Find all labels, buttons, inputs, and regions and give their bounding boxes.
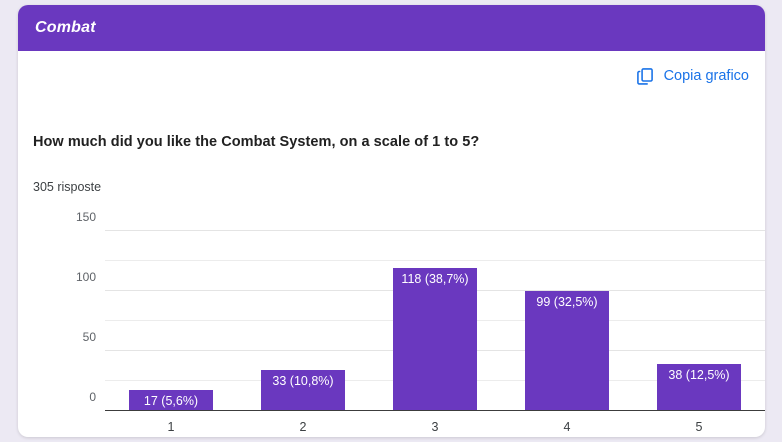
gridline	[105, 260, 765, 261]
chart-plot-area: 0 50 100 150 17 (5,6%) 1 33 (10,8%) 2 118 (38,7…	[76, 210, 765, 434]
bar-chart: 0 50 100 150 17 (5,6%) 1 33 (10,8%) 2 118 (38,7…	[18, 210, 765, 437]
card-header: Combat	[18, 5, 765, 51]
responses-count: 305 risposte	[33, 180, 102, 194]
bar-slot: 17 (5,6%) 1	[105, 231, 237, 434]
x-axis-tick-label: 2	[299, 420, 307, 434]
copy-chart-button[interactable]: Copia grafico	[635, 66, 749, 86]
copy-icon	[635, 66, 655, 86]
bar-value-label: 38 (12,5%)	[668, 368, 730, 383]
chart-x-axis-line	[105, 409, 765, 411]
chart-bar[interactable]: 17 (5,6%)	[129, 389, 213, 410]
chart-bar[interactable]: 33 (10,8%)	[261, 370, 345, 410]
survey-result-card: Combat Copia grafico How much did you li…	[18, 5, 765, 437]
chart-bar[interactable]: 118 (38,7%)	[393, 268, 477, 410]
bar-slot: 38 (12,5%) 5	[633, 231, 765, 434]
x-axis-tick-label: 3	[431, 420, 439, 434]
chart-bars: 17 (5,6%) 1 33 (10,8%) 2 118 (38,7%) 3 99 (32,…	[105, 231, 765, 434]
chart-bar[interactable]: 99 (32,5%)	[525, 291, 609, 410]
x-axis-tick-label: 1	[167, 420, 175, 434]
copy-chart-label: Copia grafico	[663, 68, 749, 84]
y-axis-tick-label: 50	[82, 330, 96, 344]
bar-value-label: 118 (38,7%)	[401, 272, 469, 287]
question-title: How much did you like the Combat System,…	[33, 134, 480, 150]
y-axis-tick-label: 100	[75, 270, 96, 284]
bar-value-label: 99 (32,5%)	[536, 295, 598, 310]
bar-slot: 118 (38,7%) 3	[369, 231, 501, 434]
bar-value-label: 17 (5,6%)	[143, 393, 199, 408]
bar-value-label: 33 (10,8%)	[272, 374, 334, 389]
chart-bar[interactable]: 38 (12,5%)	[657, 364, 741, 410]
y-axis-tick-label: 0	[89, 390, 96, 404]
card-body: Copia grafico How much did you like the …	[18, 51, 765, 437]
y-axis-tick-label: 150	[75, 210, 96, 224]
bar-slot: 33 (10,8%) 2	[237, 231, 369, 434]
card-header-title: Combat	[35, 19, 96, 36]
gridline	[105, 230, 765, 231]
x-axis-tick-label: 4	[563, 420, 571, 434]
bar-slot: 99 (32,5%) 4	[501, 231, 633, 434]
x-axis-tick-label: 5	[695, 420, 703, 434]
